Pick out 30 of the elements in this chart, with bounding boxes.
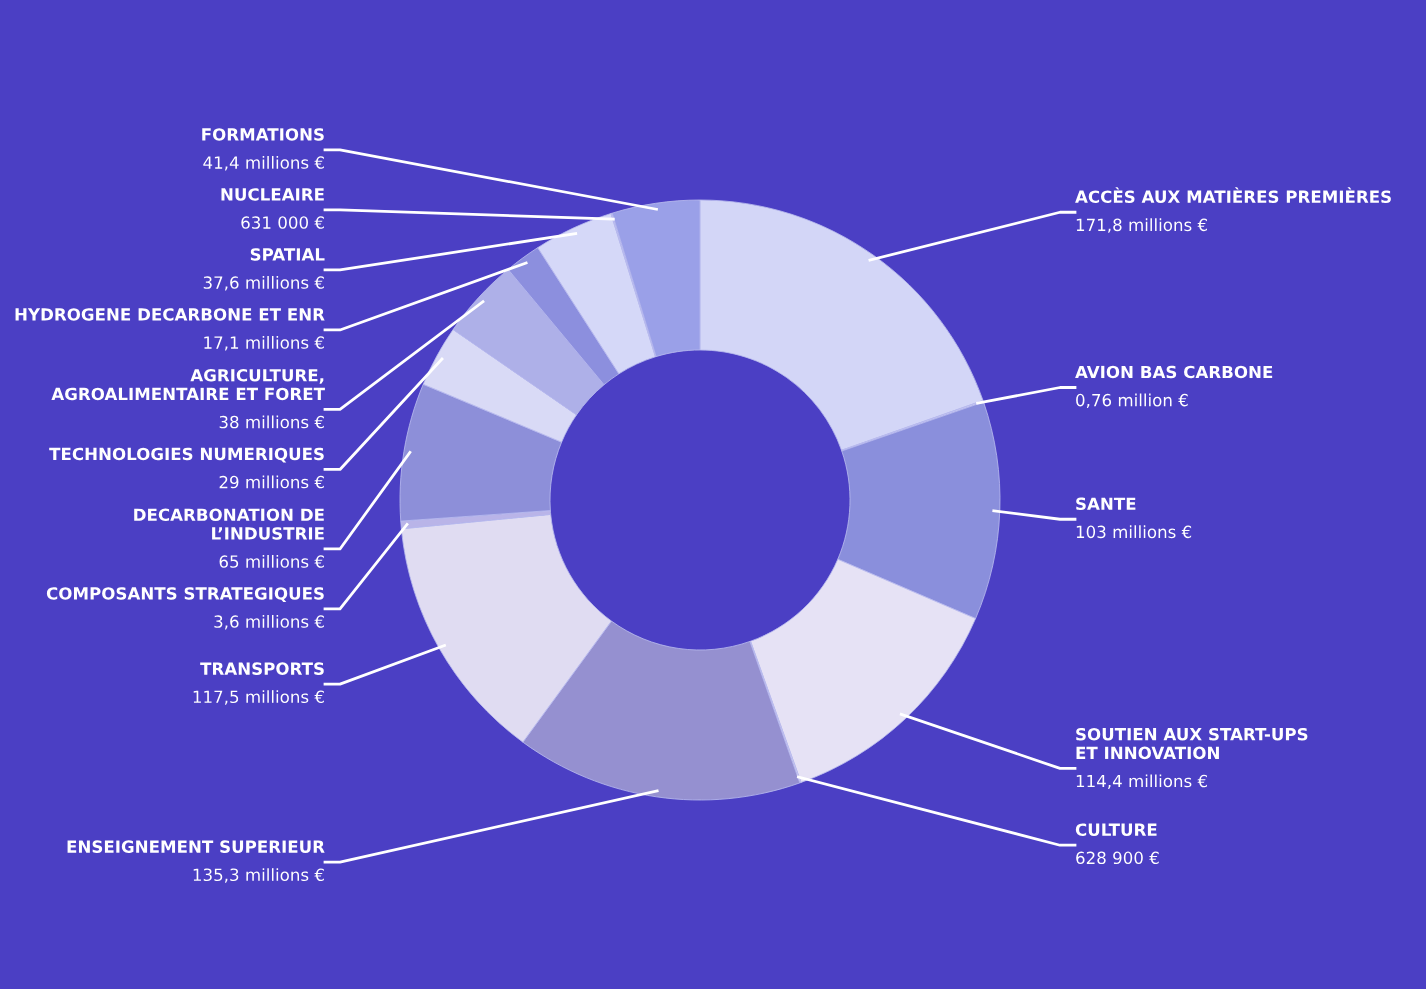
data-label: 628 900 € bbox=[1076, 851, 1159, 865]
data-label: 29 millions € bbox=[219, 475, 324, 489]
slice-label: AVION BAS CARBONE bbox=[1075, 365, 1273, 379]
data-label: 117,5 millions € bbox=[193, 690, 324, 705]
data-label: 171,8 millions € bbox=[1076, 218, 1208, 233]
slice-label: NUCLEAIRE bbox=[221, 188, 324, 201]
slice-label: COMPOSANTS STRATEGIQUES bbox=[46, 587, 324, 602]
slice-label: SANTE bbox=[1076, 497, 1136, 511]
data-label: 103 millions € bbox=[1076, 525, 1192, 539]
data-label: 65 millions € bbox=[219, 554, 324, 568]
slice-label: HYDROGENE DECARBONE ET ENR bbox=[15, 308, 325, 321]
slice-label: SPATIAL bbox=[250, 248, 325, 261]
data-label: 0,76 million € bbox=[1076, 393, 1188, 409]
data-label: 135,3 millions € bbox=[193, 868, 324, 883]
slice-label: CULTURE bbox=[1075, 823, 1157, 836]
slice-label: ENSEIGNEMENT SUPERIEUR bbox=[67, 840, 325, 853]
data-label: 41,4 millions € bbox=[203, 155, 324, 171]
slice-label: DECARBONATION DE L’INDUSTRIE bbox=[134, 508, 324, 540]
slice-label: AGRICULTURE, AGROALIMENTAIRE ET FORET bbox=[51, 368, 325, 401]
data-label: 17,1 millions € bbox=[204, 335, 324, 351]
slice-label: ACCÈS AUX MATIÈRES PREMIÈRES bbox=[1075, 187, 1391, 204]
data-label: 37,6 millions € bbox=[203, 275, 324, 291]
data-label: 3,6 millions € bbox=[214, 614, 324, 630]
slice-label: TRANSPORTS bbox=[200, 662, 324, 675]
data-label: 38 millions € bbox=[219, 415, 324, 429]
data-label: 114,4 millions € bbox=[1076, 774, 1208, 790]
data-label: 631 000 € bbox=[241, 216, 324, 229]
slice-label: SOUTIEN AUX START-UPS ET INNOVATION bbox=[1076, 727, 1308, 760]
slice-label: FORMATIONS bbox=[202, 128, 324, 141]
slice-label: TECHNOLOGIES NUMERIQUES bbox=[49, 447, 324, 463]
